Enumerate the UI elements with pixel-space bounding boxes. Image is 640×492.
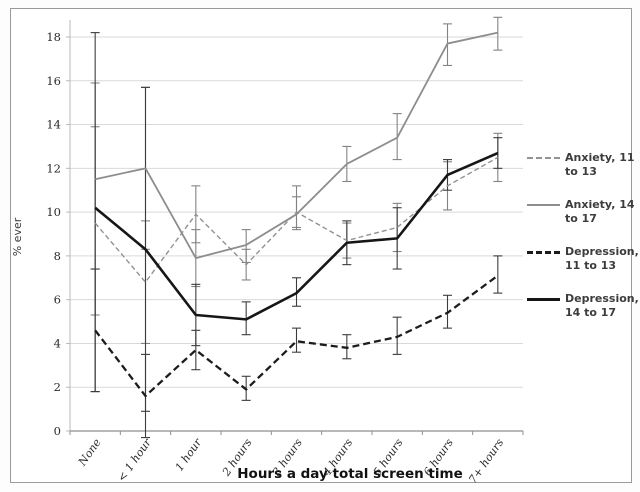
y-tick-label: 8 xyxy=(54,249,61,263)
legend-line-sample-dashed xyxy=(527,157,560,159)
y-tick-label: 0 xyxy=(54,424,61,438)
legend-label: Depression, 14 to 17 xyxy=(565,291,639,319)
series-line-anxiety-11-to-13 xyxy=(94,156,499,283)
y-axis-title: % ever xyxy=(11,217,24,256)
y-tick-label: 6 xyxy=(54,293,61,307)
legend-item-anxiety-14-to-17: Anxiety, 14 to 17 xyxy=(527,197,635,226)
x-tick-label-1-hour: < 1 hour xyxy=(115,436,154,484)
legend-label: Anxiety, 11 to 13 xyxy=(565,151,635,178)
series-line-depression-14-to-17 xyxy=(94,151,499,321)
legend-line-sample-solid xyxy=(527,297,560,301)
x-tick-label-7-hours: 7+ hours xyxy=(466,436,506,486)
series-line-depression-11-to-13 xyxy=(94,274,499,398)
y-tick-label: 12 xyxy=(46,161,61,175)
legend-line-sample-dashed xyxy=(527,250,560,254)
y-tick-label: 14 xyxy=(46,118,61,132)
error-bars-anxiety-11-to-13 xyxy=(90,126,503,344)
y-tick-label: 10 xyxy=(46,205,61,219)
y-tick-label: 16 xyxy=(46,74,61,88)
figure-frame xyxy=(10,8,632,483)
legend-item-depression-11-to-13: Depression, 11 to 13 xyxy=(527,245,639,273)
legend-item-anxiety-11-to-13: Anxiety, 11 to 13 xyxy=(527,151,635,179)
x-axis-title: Hours a day total screen time xyxy=(237,466,463,482)
legend-line-sample-solid xyxy=(527,203,560,206)
chart-legend: Anxiety, 11 to 13 Anxiety, 14 to 17 Depressi… xyxy=(527,151,639,320)
y-tick-label: 2 xyxy=(54,380,61,394)
legend-item-depression-14-to-17: Depression, 14 to 17 xyxy=(527,292,639,320)
y-tick-label: 18 xyxy=(46,30,61,44)
series-line-anxiety-14-to-17 xyxy=(94,31,499,259)
x-tick-label-none: None xyxy=(75,436,104,469)
legend-label: Depression, 11 to 13 xyxy=(565,244,639,272)
x-tick-label-1-hour: 1 hour xyxy=(173,436,205,474)
legend-label: Anxiety, 14 to 17 xyxy=(565,197,635,225)
y-tick-label: 4 xyxy=(54,336,61,350)
